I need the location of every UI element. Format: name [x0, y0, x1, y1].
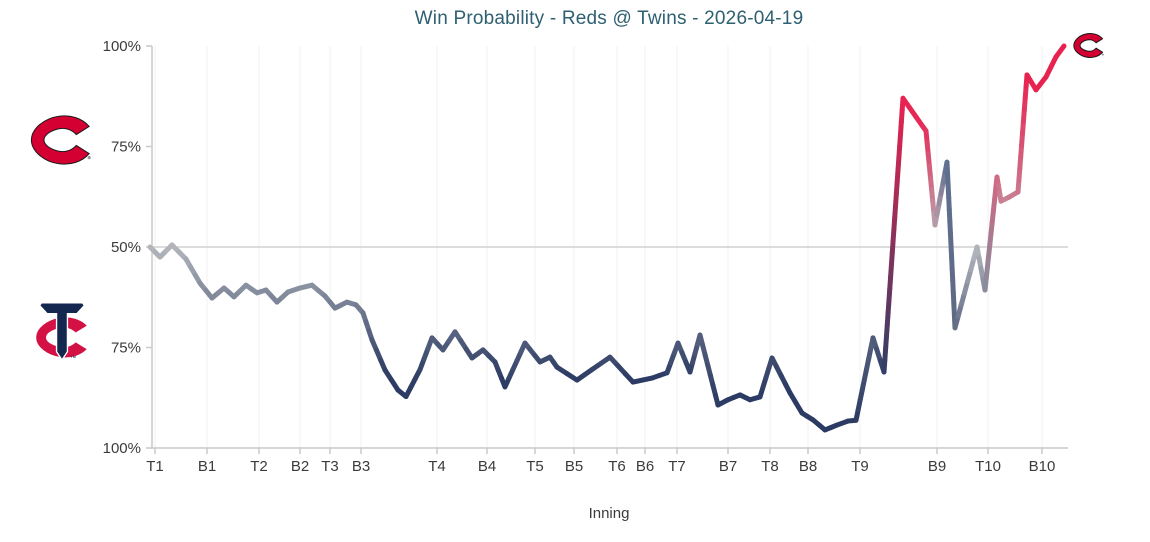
reds-winner-logo-icon: [1072, 32, 1106, 59]
twins-logo-icon: ™: [28, 300, 96, 364]
x-tick-label-B1: B1: [198, 458, 216, 475]
svg-text:™: ™: [70, 355, 76, 362]
x-tick-label-T5: T5: [526, 458, 544, 475]
x-tick-label-T6: T6: [608, 458, 626, 475]
x-tick-label-B10: B10: [1029, 458, 1056, 475]
x-tick-label-B5: B5: [565, 458, 583, 475]
y-tick-label: 100%: [103, 440, 141, 457]
y-tick-label: 100%: [103, 38, 141, 55]
x-tick-label-B3: B3: [352, 458, 370, 475]
x-tick-label-T1: T1: [146, 458, 164, 475]
x-tick-label-B4: B4: [478, 458, 496, 475]
reds-logo-icon: [28, 112, 96, 168]
y-tick-label: 75%: [111, 340, 141, 357]
x-tick-label-T8: T8: [761, 458, 779, 475]
y-tick-label: 50%: [111, 239, 141, 256]
x-tick-label-T3: T3: [321, 458, 339, 475]
x-tick-label-T7: T7: [668, 458, 686, 475]
x-tick-label-T2: T2: [250, 458, 268, 475]
x-tick-label-B2: B2: [291, 458, 309, 475]
x-tick-label-B6: B6: [636, 458, 654, 475]
y-tick-label: 75%: [111, 139, 141, 156]
x-tick-label-B9: B9: [928, 458, 946, 475]
x-tick-label-B7: B7: [719, 458, 737, 475]
x-tick-label-T9: T9: [851, 458, 869, 475]
win-probability-line-segment: [1057, 43, 1067, 54]
x-tick-label-B8: B8: [799, 458, 817, 475]
x-axis-title: Inning: [588, 505, 630, 522]
x-tick-label-T10: T10: [975, 458, 1001, 475]
x-tick-label-T4: T4: [428, 458, 446, 475]
chart-title: Win Probability - Reds @ Twins - 2026-04…: [414, 8, 804, 29]
